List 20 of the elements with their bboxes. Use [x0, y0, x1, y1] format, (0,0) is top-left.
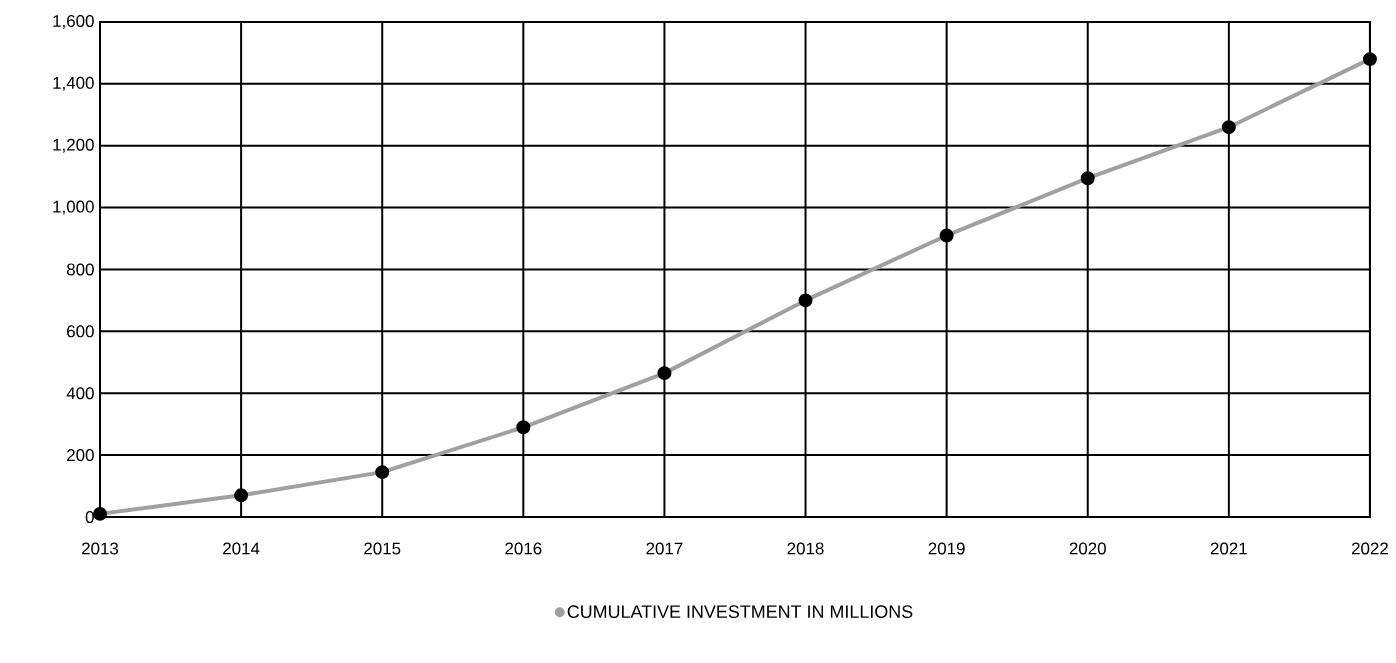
legend-label: CUMULATIVE INVESTMENT IN MILLIONS [567, 605, 913, 619]
y-tick-label: 600 [67, 325, 94, 338]
x-tick-label: 2019 [928, 542, 965, 555]
y-tick-label: 200 [67, 449, 94, 462]
x-tick-label: 2015 [364, 542, 401, 555]
y-tick-label: 1,000 [53, 200, 94, 215]
x-tick-label: 2020 [1069, 542, 1106, 555]
x-tick-label: 2013 [82, 542, 119, 555]
x-tick-label: 2017 [646, 542, 683, 555]
y-tick-label: 400 [66, 387, 94, 400]
x-tick-label: 2016 [505, 542, 542, 555]
y-tick-label: 1,600 [53, 14, 94, 29]
y-tick-label: 1,200 [53, 138, 94, 153]
x-tick-label: 2018 [787, 542, 824, 555]
x-tick-label: 2022 [1351, 542, 1388, 555]
x-tick-label: 2014 [223, 542, 260, 555]
x-tick-label: 2021 [1210, 542, 1247, 555]
y-tick-label: 1,400 [53, 76, 94, 91]
y-tick-label: 0 [85, 510, 94, 523]
y-tick-label: 800 [66, 263, 94, 276]
